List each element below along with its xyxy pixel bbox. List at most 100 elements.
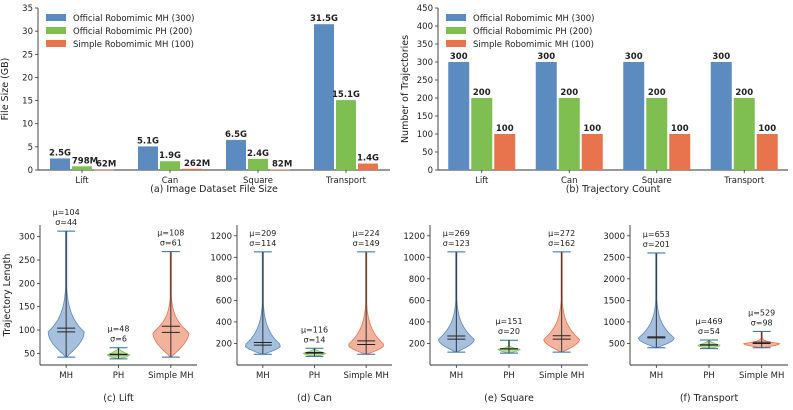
y-tick-label: 2000: [603, 275, 625, 285]
data-label: 1.4G: [357, 154, 379, 164]
data-label: 62M: [96, 160, 116, 170]
x-tick-label: PH: [309, 371, 321, 381]
axes-5: 500 1000 1500 2000 2500 3000 (f) Transport μ=65…: [603, 225, 788, 404]
bar: [494, 134, 516, 170]
sigma-label: σ=14: [304, 335, 326, 344]
data-label: 100: [496, 124, 514, 134]
x-tick-label: MH: [256, 371, 270, 381]
sigma-label: σ=44: [55, 218, 77, 227]
y-tick-label: 250: [417, 76, 433, 86]
y-tick-label: 400: [216, 318, 232, 328]
bar: [448, 62, 470, 170]
mu-label: μ=108: [157, 229, 184, 238]
y-tick-label: 500: [609, 339, 625, 349]
data-label: 200: [473, 88, 491, 98]
y-tick-label: 450: [417, 4, 433, 14]
data-label: 262M: [184, 159, 210, 169]
data-label: 15.1G: [332, 90, 360, 100]
y-tick-label: 200: [417, 94, 433, 104]
y-tick-label: 800: [409, 275, 425, 285]
y-axis-label: Trajectory Length: [2, 254, 13, 338]
x-tick-label: MH: [449, 371, 463, 381]
y-axis-label: File Size (GB): [0, 58, 11, 121]
y-tick-label: 400: [409, 318, 425, 328]
sigma-label: σ=61: [160, 239, 182, 248]
data-label: 1.9G: [159, 151, 181, 161]
x-tick-label: PH: [703, 371, 715, 381]
chart-title: (e) Square: [484, 393, 534, 404]
data-label: 82M: [272, 160, 292, 170]
y-tick-label: 15: [22, 97, 33, 107]
x-tick-label: Transport: [723, 176, 765, 186]
y-tick-label: 35: [22, 4, 33, 14]
bar: [471, 98, 493, 170]
legend-swatch: [446, 40, 466, 47]
bar: [314, 24, 334, 171]
data-label: 300: [450, 52, 468, 62]
legend-swatch: [446, 27, 466, 34]
x-tick-label: Simple MH: [539, 371, 584, 381]
y-tick-label: 2500: [603, 253, 625, 263]
bar: [623, 62, 645, 170]
y-tick-label: 25: [22, 50, 33, 60]
y-axis-label: Number of Trajectories: [400, 35, 411, 143]
bar: [756, 134, 778, 170]
mu-label: μ=269: [443, 229, 470, 238]
legend-swatch: [446, 14, 466, 21]
axes-4: 200 400 600 800 1000 1200 (e) Square μ=269σ=123…: [403, 225, 588, 404]
axes-2: 50 100 150 200 250 300 Trajectory Length (c) Li…: [2, 208, 197, 404]
y-tick-label: 200: [409, 339, 425, 349]
y-tick-label: 1500: [603, 296, 625, 306]
data-label: 2.4G: [247, 149, 269, 159]
chart-title: (d) Can: [297, 393, 332, 404]
y-tick-label: 3000: [603, 232, 625, 242]
bar: [50, 158, 70, 170]
x-tick-label: Simple MH: [343, 371, 388, 381]
sigma-label: σ=149: [353, 239, 380, 248]
mu-label: μ=48: [108, 325, 130, 334]
chart-title: (c) Lift: [103, 393, 134, 404]
bar: [138, 146, 158, 170]
bar: [226, 139, 246, 170]
x-tick-label: Transport: [325, 176, 367, 186]
data-label: 100: [583, 124, 601, 134]
y-tick-label: 1200: [210, 232, 232, 242]
bar: [160, 161, 180, 170]
sigma-label: σ=123: [443, 239, 470, 248]
x-tick-label: Square: [243, 176, 273, 186]
axes-0: 0 5 10 15 20 25 30 35 File Size (GB) (a) Image Da…: [0, 4, 390, 195]
legend: Official Robomimic MH (300) Official Robo…: [46, 14, 194, 50]
mu-label: μ=653: [643, 230, 670, 239]
data-label: 2.5G: [49, 148, 71, 158]
data-label: 300: [625, 52, 643, 62]
data-label: 100: [758, 124, 776, 134]
data-label: 798M: [72, 156, 98, 166]
x-tick-label: Lift: [75, 176, 89, 186]
sigma-label: σ=54: [698, 327, 720, 336]
bar: [270, 169, 290, 171]
legend-label: Simple Robomimic MH (100): [473, 40, 594, 50]
y-tick-label: 150: [19, 303, 35, 313]
y-tick-label: 400: [417, 22, 433, 32]
legend-label: Simple Robomimic MH (100): [73, 40, 194, 50]
bar: [581, 134, 603, 170]
sigma-label: σ=162: [548, 239, 575, 248]
bar: [710, 62, 732, 170]
legend: Official Robomimic MH (300) Official Robo…: [446, 14, 594, 50]
bar: [358, 163, 378, 170]
x-tick-label: Lift: [475, 176, 489, 186]
data-label: 5.1G: [137, 136, 159, 146]
mu-label: μ=469: [695, 317, 722, 326]
x-tick-label: Simple MH: [148, 371, 193, 381]
y-tick-label: 1000: [403, 253, 425, 263]
data-label: 200: [560, 88, 578, 98]
y-tick-label: 300: [19, 233, 35, 243]
bar: [182, 168, 202, 170]
y-tick-label: 300: [417, 58, 433, 68]
y-tick-label: 0: [428, 166, 433, 176]
y-tick-label: 100: [19, 326, 35, 336]
y-tick-label: 350: [417, 40, 433, 50]
data-label: 200: [648, 88, 666, 98]
